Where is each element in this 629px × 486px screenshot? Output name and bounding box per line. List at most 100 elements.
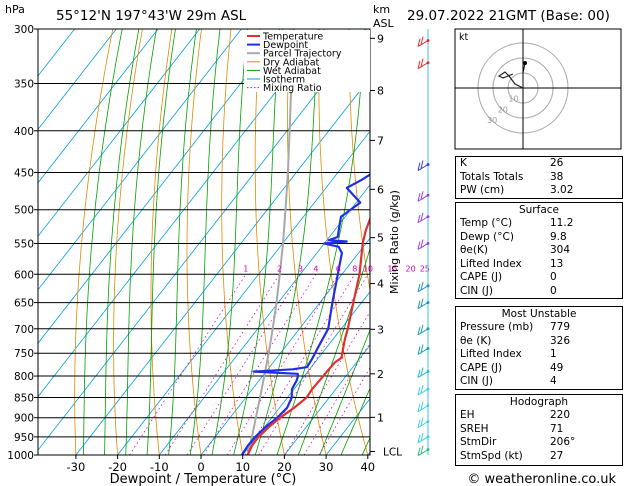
dry-adiabat-line — [348, 29, 370, 293]
wind-barb — [417, 298, 429, 310]
mixing-ratio-label: 20 — [406, 264, 416, 273]
height-label: 7 — [377, 134, 384, 147]
isotherm-line — [38, 29, 326, 398]
legend-entry: Dewpoint — [263, 40, 308, 51]
mixing-ratio-axis-label: Mixing Ratio (g/kg) — [388, 190, 401, 294]
index-row: K 26 — [456, 157, 622, 171]
wind-barb — [417, 281, 429, 293]
wind-barb — [417, 212, 429, 224]
isotherm-line — [242, 291, 370, 455]
index-label: PW (cm) — [460, 184, 505, 196]
surface-label: Temp (°C) — [460, 217, 513, 229]
mu-value: 4 — [550, 375, 557, 387]
dry-adiabat-line — [113, 29, 143, 455]
height-label: 1 — [377, 411, 384, 424]
surface-label: CIN (J) — [460, 284, 493, 297]
pressure-label: 1000 — [7, 450, 34, 462]
isotherm-line — [38, 29, 242, 291]
hodograph-ring-label: 10 — [508, 95, 518, 104]
mixing-ratio-label: 15 — [387, 264, 397, 273]
pressure-label: 550 — [14, 239, 34, 251]
pressure-label: 750 — [14, 348, 34, 360]
mixing-ratio-label: 4 — [313, 264, 318, 273]
dry-adiabat-line — [221, 29, 244, 455]
wind-barb — [417, 160, 429, 171]
temperature-tick-label: 20 — [277, 460, 292, 474]
wind-barb — [417, 417, 429, 429]
hodo-value: 220 — [550, 409, 571, 421]
surface-value: 9.8 — [550, 230, 567, 243]
pressure-label: 650 — [14, 298, 34, 310]
surface-value: 11.2 — [550, 217, 574, 229]
mixing-ratio-line — [203, 274, 317, 455]
wind-barb — [417, 344, 429, 355]
wind-barb — [417, 36, 429, 48]
location-title: 55°12'N 197°43'W 29m ASL — [56, 8, 247, 24]
legend-entry: Temperature — [262, 32, 323, 43]
pressure-label: 300 — [14, 24, 34, 36]
surface-label: Lifted Index — [460, 257, 522, 270]
surface-value: 304 — [550, 244, 571, 256]
wet-adiabat-line — [83, 29, 123, 455]
isotherm-line — [75, 77, 370, 455]
wet-adiabat-line — [168, 29, 197, 455]
pressure-label: 850 — [14, 393, 34, 405]
mu-value: 326 — [550, 334, 571, 347]
section-title: Hodograph — [509, 396, 569, 408]
mu-label: CAPE (J) — [460, 361, 503, 374]
surface-value: 0 — [550, 284, 557, 297]
surface-label: θe(K) — [460, 244, 488, 256]
hodo-value: 206° — [550, 436, 576, 448]
index-label: K — [460, 157, 467, 169]
mixing-ratio-labels: 1 2 3 4 6 8 10 15 20 25 — [243, 264, 430, 273]
copyright: © weatheronline.co.uk — [467, 472, 616, 486]
hodo-label: StmDir — [460, 436, 497, 448]
height-label: 8 — [377, 85, 384, 98]
mu-value: 49 — [550, 361, 564, 374]
surface-value: 13 — [550, 257, 564, 270]
parcel-trajectory-curve — [246, 29, 295, 455]
surface-table: Surface Temp (°C) 11.2 Dewp (°C) 9.8 θe(K)… — [455, 202, 623, 299]
mixing-ratio-label: 8 — [352, 264, 357, 273]
profile-curves — [240, 29, 370, 455]
legend-entry: Parcel Trajectory — [263, 49, 342, 60]
pressure-label: 800 — [14, 371, 34, 383]
mu-label: CIN (J) — [460, 375, 493, 387]
lcl-label: LCL — [383, 446, 402, 458]
mu-value: 779 — [550, 321, 571, 333]
wind-barb — [417, 367, 429, 379]
index-value: 38 — [550, 170, 564, 183]
isotherm-line — [38, 29, 75, 77]
temperature-tick-label: 30 — [319, 460, 334, 474]
section-title: Surface — [518, 204, 559, 216]
pressure-label: 600 — [14, 269, 34, 281]
surface-label: Dewp (°C) — [460, 230, 514, 243]
isotherm-line — [38, 29, 117, 131]
legend-entry: Mixing Ratio — [263, 83, 322, 94]
pressure-label: 450 — [14, 168, 34, 180]
surface-value: 0 — [550, 271, 557, 283]
height-label: 2 — [377, 368, 384, 381]
wind-barb — [417, 445, 429, 457]
pressure-label: 950 — [14, 432, 34, 444]
section-title: Most Unstable — [501, 308, 577, 320]
mu-label: Pressure (mb) — [460, 321, 534, 333]
hodograph-trace — [497, 71, 524, 89]
isotherm-line — [38, 29, 200, 237]
wind-barb — [417, 58, 429, 70]
index-row: Totals Totals 38 — [456, 171, 622, 185]
temperature-tick-label: 40 — [360, 460, 375, 474]
hodo-value: 71 — [550, 422, 564, 435]
plot-frame — [37, 28, 371, 456]
wind-barb — [417, 384, 429, 396]
temperature-tick-label: 10 — [235, 460, 250, 474]
temperature-tick-label: 0 — [197, 460, 204, 474]
indices-table: K 26 Totals Totals 38 PW (cm) 3.02 — [455, 156, 623, 199]
height-label: 4 — [377, 278, 384, 291]
legend-box — [244, 30, 370, 92]
height-label: 5 — [377, 232, 384, 245]
wind-barb — [417, 324, 429, 336]
dry-adiabat-line — [74, 29, 114, 455]
mixing-ratio-label: 3 — [298, 264, 303, 273]
